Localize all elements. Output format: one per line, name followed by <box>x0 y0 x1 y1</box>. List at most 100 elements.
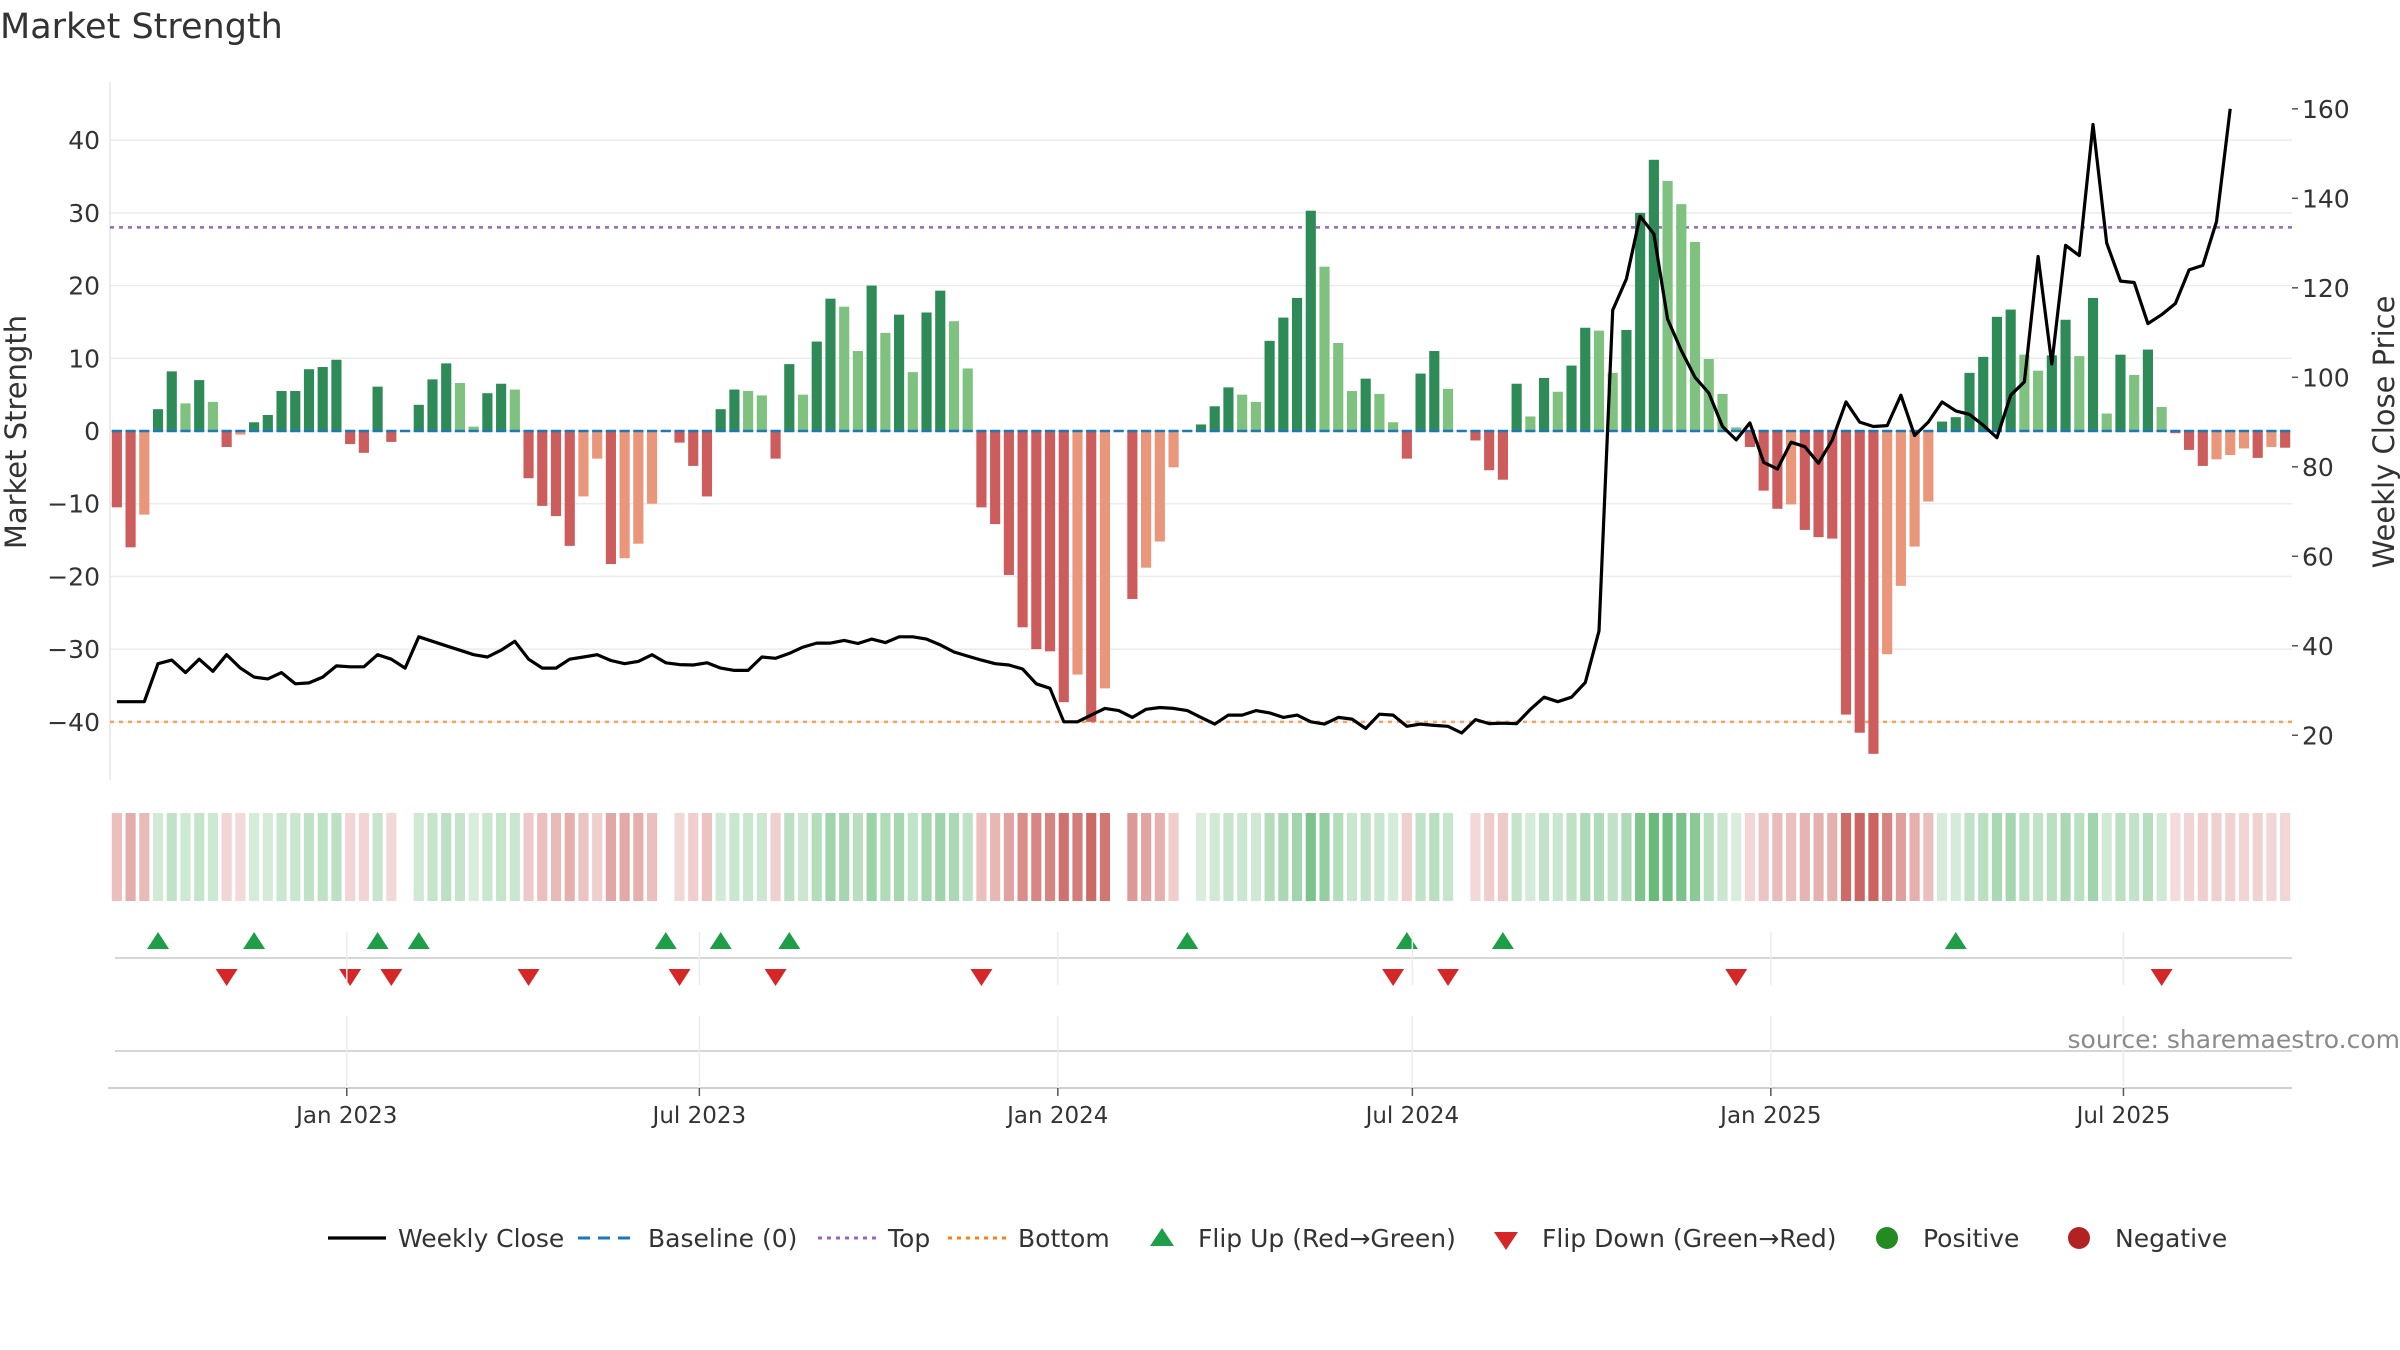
heat-cell <box>482 813 493 901</box>
strength-bar <box>1552 391 1563 431</box>
strength-bar <box>454 383 466 431</box>
strength-bar <box>852 351 863 431</box>
flip-down-marker <box>1725 969 1748 986</box>
heat-cell <box>1442 813 1454 901</box>
strength-bar <box>1799 431 1810 530</box>
heat-cell <box>1936 813 1948 901</box>
strength-bar <box>386 431 397 442</box>
heat-cell <box>303 813 315 901</box>
left-axis-ticks: −40 −30 −20 −10 0 10 20 30 40 <box>47 126 100 737</box>
strength-bar <box>358 431 369 453</box>
heat-cell <box>194 813 205 901</box>
heat-cell <box>427 813 438 901</box>
x-tick-label: Jul 2025 <box>2075 1103 2171 1129</box>
strength-bar <box>1072 431 1083 675</box>
strength-bar <box>290 391 301 431</box>
strength-bar <box>1593 330 1605 431</box>
heat-cell <box>797 813 809 901</box>
legend-item-flip_up: Flip Up (Red→Green) <box>1150 1224 1456 1253</box>
strength-bar <box>1237 394 1248 431</box>
strength-bar <box>2183 431 2195 450</box>
strength-bar <box>1401 431 1412 459</box>
strength-bar <box>1388 422 1399 431</box>
heat-cell <box>468 813 479 901</box>
strength-bar <box>1566 365 1577 431</box>
y2-tick-label: 20 <box>2302 721 2334 750</box>
flip-down-marker <box>970 969 993 986</box>
heat-cell <box>592 813 603 901</box>
source-note: source: sharemaestro.com <box>2068 1025 2400 1054</box>
heat-cell <box>550 813 562 901</box>
heat-cell <box>839 813 850 901</box>
heat-cell <box>990 813 1001 901</box>
heat-cell <box>317 813 328 901</box>
legend-swatch <box>1494 1232 1518 1250</box>
x-tick-label: Jan 2023 <box>294 1103 397 1129</box>
strength-bar <box>674 431 685 443</box>
legend-label: Flip Down (Green→Red) <box>1542 1224 1837 1253</box>
heat-cell <box>2183 813 2195 901</box>
heat-cell <box>372 813 383 901</box>
y2-tick-label: 160 <box>2302 95 2350 124</box>
y-tick-label: −20 <box>47 562 100 591</box>
strength-bar <box>894 314 905 431</box>
heat-cell <box>1744 813 1756 901</box>
heat-cell <box>2252 813 2263 901</box>
heat-cell <box>1511 813 1522 901</box>
heat-cell <box>907 813 918 901</box>
strength-bar <box>701 431 713 497</box>
strength-bar <box>2046 355 2057 431</box>
legend-item-baseline: Baseline (0) <box>578 1224 797 1253</box>
flip-down-marker <box>380 969 403 986</box>
flip-down-marker <box>1437 969 1460 986</box>
strength-bar <box>1525 416 1536 431</box>
heat-cell <box>880 813 891 901</box>
flip-up-marker <box>654 932 677 949</box>
strength-bar <box>756 395 767 431</box>
y2-tick-label: 60 <box>2302 542 2334 571</box>
strength-bar <box>839 306 850 431</box>
y-tick-label: 30 <box>68 199 100 228</box>
y2-axis-label: Weekly Close Price <box>2367 296 2400 569</box>
heat-cell <box>1305 813 1316 901</box>
strength-bar <box>2129 375 2140 431</box>
y2-tick-label: 120 <box>2302 274 2350 303</box>
strength-bar <box>372 386 383 431</box>
strength-bar <box>1991 316 2003 431</box>
strength-bar <box>564 431 575 546</box>
heat-cell <box>2046 813 2057 901</box>
heat-cell <box>537 813 548 901</box>
heat-cell <box>1141 813 1152 901</box>
y-tick-label: −40 <box>47 708 100 737</box>
heat-cell <box>866 813 877 901</box>
heat-cell <box>564 813 575 901</box>
strength-bar <box>2238 431 2250 449</box>
heat-cell <box>715 813 726 901</box>
heat-cell <box>770 813 781 901</box>
x-axis-ticks: Jan 2023 Jul 2023 Jan 2024 Jul 2024 Jan 2025… <box>108 932 2292 1129</box>
legend-label: Positive <box>1923 1224 2019 1253</box>
strength-bar <box>1676 204 1687 431</box>
y2-tick-label: 40 <box>2302 632 2334 661</box>
legend-label: Bottom <box>1018 1224 1110 1253</box>
heat-cell <box>701 813 713 901</box>
heat-cell <box>249 813 260 901</box>
y-tick-label: 0 <box>84 417 100 446</box>
heat-cell <box>166 813 177 901</box>
strength-bar <box>194 380 205 431</box>
strength-bar <box>1882 431 1893 655</box>
strength-bar <box>2156 407 2167 431</box>
strength-bar <box>1484 431 1495 471</box>
strength-bar <box>303 369 315 431</box>
strength-bar <box>1168 431 1179 468</box>
strength-bar <box>948 321 960 431</box>
heat-cell <box>1648 813 1659 901</box>
strength-bar <box>1689 241 1701 431</box>
strength-bar <box>1539 377 1550 431</box>
strength-bar <box>2115 354 2126 431</box>
weekly-close-line <box>116 108 2232 735</box>
strength-bar <box>2101 413 2112 431</box>
legend-label: Baseline (0) <box>648 1224 797 1253</box>
heat-cell <box>578 813 589 901</box>
legend-item-flip_down: Flip Down (Green→Red) <box>1494 1224 1837 1253</box>
